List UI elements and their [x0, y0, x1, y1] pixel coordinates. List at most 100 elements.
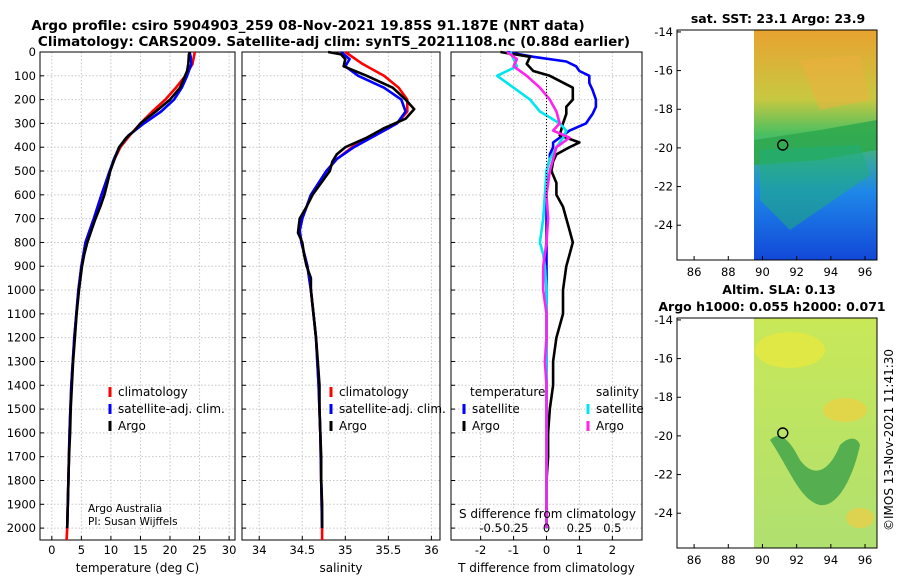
map-y-tick-label: -24	[654, 218, 673, 232]
x-tick-label: 20	[163, 543, 178, 557]
sla-map-title2: Argo h1000: 0.055 h2000: 0.071	[658, 299, 885, 314]
y-tick-label: 1600	[7, 426, 36, 440]
map-y-tick-label: -18	[654, 390, 673, 404]
s-tick-label: 0.25	[567, 521, 593, 535]
map-y-tick-label: -14	[654, 25, 673, 39]
map-x-tick-label: 86	[687, 553, 702, 567]
map-y-tick-label: -24	[654, 506, 673, 520]
legend-label: Argo	[596, 419, 624, 433]
y-tick-label: 900	[14, 259, 36, 273]
sla-green-eddy	[770, 436, 860, 506]
temperature-panel: 0 5 10 15 20 25 30 temperature (deg C) 0 100 200 30…	[7, 45, 237, 575]
s-tick-label: -0.25	[499, 521, 529, 535]
map-x-tick-label: 92	[789, 265, 804, 279]
map-y-tick-label: -22	[654, 180, 673, 194]
x-tick-label: 15	[133, 543, 148, 557]
x-tick-label: 35	[338, 543, 353, 557]
x-tick-label: 2	[609, 543, 616, 557]
legend-label: Argo	[339, 419, 367, 433]
map-y-tick-label: -16	[654, 352, 673, 366]
map-x-tick-label: 90	[755, 553, 770, 567]
x-tick-label: -2	[475, 543, 486, 557]
map-y-tick-label: -14	[654, 313, 673, 327]
y-tick-label: 1100	[7, 307, 36, 321]
map-y-tick-label: -20	[654, 141, 673, 155]
y-tick-label: 600	[14, 188, 36, 202]
map-x-tick-label: 86	[687, 265, 702, 279]
y-tick-label: 2000	[7, 521, 36, 535]
series-line	[65, 51, 197, 541]
x-tick-label: 35.5	[376, 543, 402, 557]
difference-panel: -2 -1 0 1 2 T difference from climatology -0.5…	[450, 50, 644, 575]
x-tick-label: 30	[222, 543, 237, 557]
sla-yellow-patch	[755, 332, 825, 368]
map-x-tick-label: 88	[721, 265, 736, 279]
x-axis-label: salinity	[319, 561, 362, 575]
x-axis-label: T difference from climatology	[457, 561, 635, 575]
series-line	[506, 50, 571, 529]
map-y-tick-label: -22	[654, 468, 673, 482]
sla-yellow-spot	[846, 508, 874, 528]
legend-label: satellite	[472, 402, 520, 416]
legend-label: satellite	[596, 402, 644, 416]
y-tick-label: 1300	[7, 354, 36, 368]
y-tick-label: 0	[29, 45, 36, 59]
y-tick-label: 200	[14, 93, 36, 107]
map-y-tick-label: -16	[654, 64, 673, 78]
legend-label: Argo	[118, 419, 146, 433]
map-x-tick-label: 88	[721, 553, 736, 567]
legend-title: salinity	[596, 385, 639, 399]
header-line1: Argo profile: csiro 5904903_259 08-Nov-2…	[31, 18, 584, 34]
y-tick-label: 1500	[7, 402, 36, 416]
x-tick-label: 34.5	[289, 543, 315, 557]
y-tick-label: 1700	[7, 450, 36, 464]
legend-label: climatology	[339, 385, 409, 399]
x-tick-label: 25	[192, 543, 207, 557]
map-x-tick-label: 96	[858, 265, 873, 279]
y-tick-label: 300	[14, 116, 36, 130]
map-x-tick-label: 94	[824, 265, 839, 279]
map-y-tick-label: -18	[654, 102, 673, 116]
map-y-tick-label: -20	[654, 429, 673, 443]
float-location-marker	[777, 427, 789, 439]
sst-warm-patch	[800, 55, 870, 110]
x-tick-label: 5	[78, 543, 85, 557]
map-x-tick-label: 96	[858, 553, 873, 567]
map-x-tick-label: 92	[789, 553, 804, 567]
y-tick-label: 400	[14, 140, 36, 154]
legend-label: climatology	[118, 385, 188, 399]
y-tick-label: 1000	[7, 283, 36, 297]
x-tick-label: 10	[104, 543, 119, 557]
series-line	[296, 50, 416, 529]
x-tick-label: 0	[48, 543, 55, 557]
series-line	[506, 50, 598, 529]
y-tick-label: 1200	[7, 331, 36, 345]
legend-label: Argo	[472, 419, 500, 433]
legend-title: temperature	[470, 385, 545, 399]
sla-orange-patch	[823, 398, 867, 422]
sst-map-border	[676, 29, 878, 261]
float-location-marker	[777, 139, 789, 151]
credit-line2: PI: Susan Wijffels	[88, 516, 178, 528]
credit-line1: Argo Australia	[88, 503, 162, 515]
panel-frame	[241, 51, 441, 541]
s-tick-label: 0.5	[603, 521, 621, 535]
sla-map-border	[676, 317, 878, 549]
legend-label: satellite-adj. clim.	[339, 402, 446, 416]
sla-map-title1: Altim. SLA: 0.13	[722, 282, 835, 297]
sst-map-title: sat. SST: 23.1 Argo: 23.9	[691, 11, 865, 26]
x-tick-label: 34	[252, 543, 267, 557]
timestamp: ©IMOS 13-Nov-2021 11:41:30	[882, 349, 896, 531]
map-x-tick-label: 94	[824, 553, 839, 567]
salinity-panel: 34 34.5 35 35.5 36 salinity climatology satelli…	[241, 50, 446, 575]
x-tick-label: -1	[508, 543, 519, 557]
x-tick-label: 36	[424, 543, 439, 557]
sst-map: 86 88 90 92 94 96 -14 -16 -18 -20 -22 -24	[654, 25, 878, 279]
y-tick-label: 700	[14, 212, 36, 226]
y-tick-label: 1400	[7, 378, 36, 392]
x-tick-label: 0	[543, 543, 550, 557]
s-tick-label: 0	[543, 521, 550, 535]
series-line	[65, 51, 192, 529]
map-x-tick-label: 90	[755, 265, 770, 279]
